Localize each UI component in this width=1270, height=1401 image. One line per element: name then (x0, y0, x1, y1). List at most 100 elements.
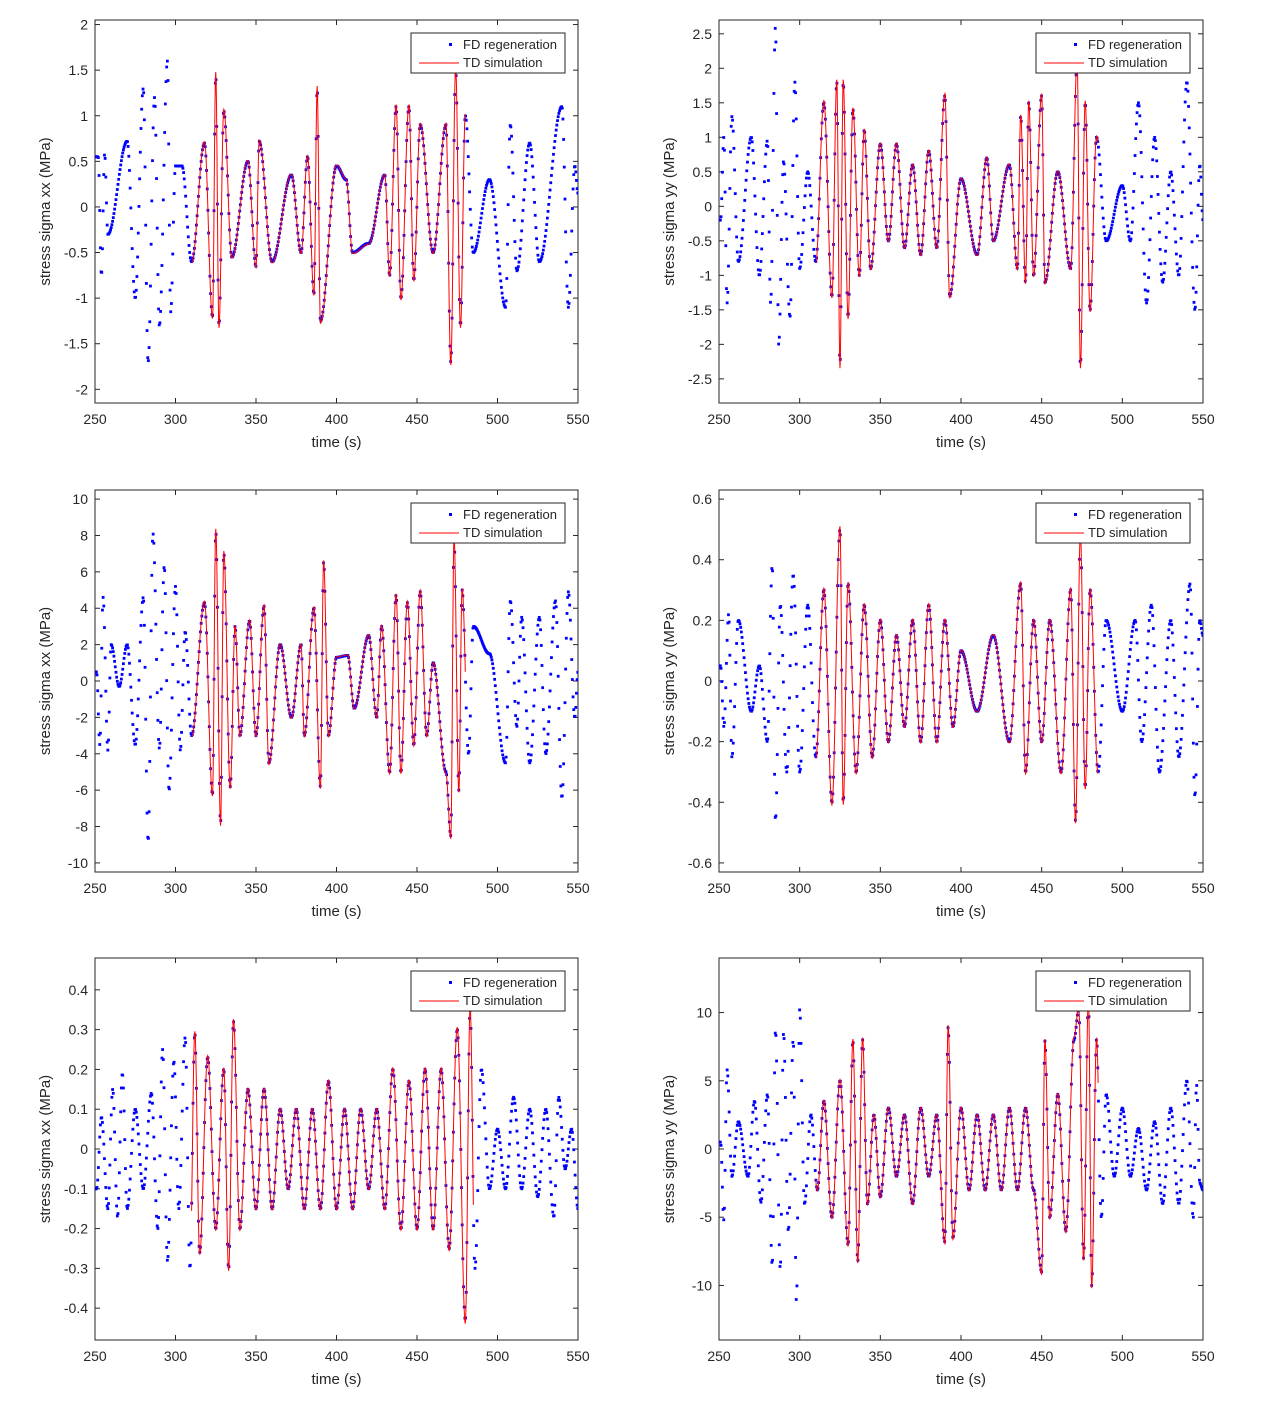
fd-point (489, 182, 493, 185)
legend-marker-fd (449, 513, 452, 516)
fd-point (170, 1096, 174, 1099)
fd-point (128, 1188, 131, 1192)
fd-point (781, 680, 785, 684)
fd-point (491, 1167, 495, 1171)
fd-point (1194, 1091, 1198, 1095)
fd-point (1151, 145, 1155, 149)
fd-point (119, 1110, 123, 1114)
y-tick-label: 1.5 (69, 62, 89, 78)
fd-point (520, 615, 524, 619)
fd-point (144, 282, 148, 285)
fd-point (1171, 189, 1175, 192)
fd-point (182, 1044, 186, 1048)
plot-area (719, 26, 1203, 369)
fd-point (756, 669, 760, 673)
fd-point (185, 649, 189, 653)
fd-point (739, 1132, 743, 1136)
fd-point (529, 753, 533, 757)
fd-point (1116, 1152, 1119, 1155)
fd-point (1183, 651, 1187, 655)
fd-point (499, 286, 503, 289)
fd-point (184, 194, 188, 198)
fd-point (522, 1166, 526, 1170)
fd-point (1132, 1157, 1136, 1161)
fd-point (575, 1196, 578, 1200)
fd-point (99, 1123, 102, 1127)
fd-point (477, 1125, 481, 1128)
fd-point (163, 1173, 167, 1177)
fd-point (1158, 230, 1161, 234)
fd-point (719, 1143, 723, 1147)
fd-point (812, 734, 816, 738)
fd-point (138, 1163, 142, 1166)
fd-point (1148, 610, 1152, 614)
fd-point (158, 741, 162, 745)
fd-point (149, 284, 152, 288)
fd-point (156, 718, 160, 722)
fd-point (135, 728, 139, 731)
fd-point (549, 672, 553, 676)
fd-point (502, 303, 506, 307)
fd-point (740, 236, 744, 240)
fd-point (558, 109, 561, 113)
fd-point (1132, 622, 1136, 625)
fd-point (474, 244, 478, 248)
fd-point (773, 1031, 777, 1035)
fd-point (731, 1173, 734, 1177)
fd-point (113, 665, 117, 669)
fd-point (167, 142, 171, 146)
fd-point (1123, 1122, 1127, 1125)
fd-point (111, 646, 114, 650)
fd-point (101, 1121, 104, 1124)
fd-point (478, 634, 482, 638)
series-td-simulation (191, 528, 466, 839)
fd-point (135, 275, 139, 278)
y-tick-label: -8 (76, 819, 89, 835)
fd-point (1147, 1178, 1150, 1181)
fd-point (562, 1164, 566, 1168)
fd-point (497, 1130, 501, 1134)
fd-point (788, 1206, 791, 1210)
fd-point (560, 105, 563, 109)
fd-point (543, 742, 547, 746)
fd-point (110, 223, 114, 227)
fd-point (97, 1150, 101, 1154)
fd-point (109, 228, 112, 232)
fd-point (1119, 1112, 1123, 1116)
fd-point (163, 592, 167, 595)
fd-point (782, 707, 786, 711)
fd-point (566, 300, 570, 304)
fd-point (529, 143, 532, 147)
fd-point (1133, 619, 1137, 622)
fd-point (1156, 193, 1160, 196)
fd-point (147, 1109, 151, 1113)
fd-point (799, 260, 803, 264)
fd-point (1073, 1036, 1077, 1040)
fd-point (111, 1088, 114, 1091)
fd-point (777, 661, 781, 665)
fd-point (1112, 662, 1116, 666)
fd-point (572, 708, 576, 712)
fd-point (167, 1240, 171, 1244)
fd-point (520, 229, 524, 233)
x-tick-label: 400 (949, 411, 973, 427)
fd-point (115, 679, 119, 683)
fd-point (538, 618, 542, 622)
fd-point (109, 650, 112, 654)
fd-point (1141, 227, 1145, 231)
fd-point (107, 1202, 110, 1205)
fd-point (1200, 627, 1203, 630)
fd-point (560, 106, 564, 110)
fd-point (174, 1095, 177, 1099)
fd-point (800, 1121, 804, 1125)
fd-point (790, 585, 794, 589)
fd-point (475, 1219, 479, 1223)
fd-point (1161, 739, 1165, 743)
fd-point (561, 1148, 565, 1152)
fd-point (500, 1163, 504, 1167)
fd-point (1172, 676, 1176, 679)
fd-point (115, 1214, 119, 1218)
fd-point (741, 642, 745, 646)
fd-point (770, 567, 774, 570)
